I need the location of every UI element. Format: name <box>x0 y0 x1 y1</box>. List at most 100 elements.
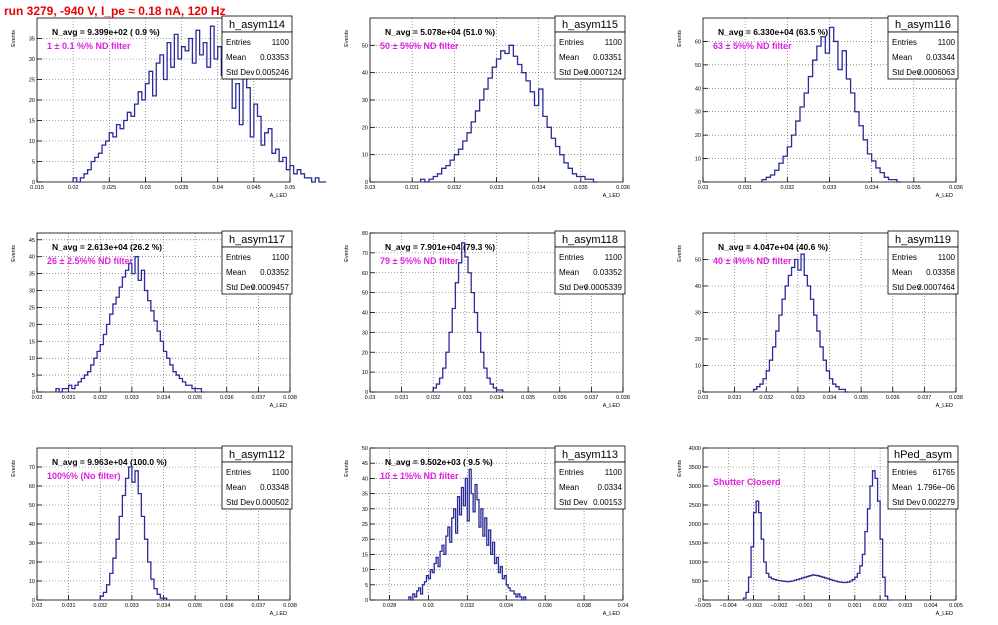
x-tick-label: 0.005 <box>949 603 963 609</box>
histogram-pad-h_asym112: 0.03 0.031 0.032 0.033 0.034 0.035 0.036 0.037 0… <box>11 445 297 617</box>
y-tick-label: 20 <box>362 537 368 543</box>
x-tick-label: 0.034 <box>490 395 504 401</box>
x-tick-label: 0.001 <box>848 603 862 609</box>
x-tick-label: 0.032 <box>780 185 794 191</box>
y-tick-label: 20 <box>695 133 701 139</box>
x-tick-label: 0.033 <box>823 185 837 191</box>
y-tick-label: 30 <box>695 110 701 116</box>
y-tick-label: 25 <box>362 522 368 528</box>
x-axis-title: A_LED <box>603 193 620 199</box>
y-tick-label: 0 <box>32 180 35 186</box>
x-tick-label: 0 <box>828 603 831 609</box>
y-axis-title: Events <box>11 30 17 47</box>
y-tick-label: 15 <box>29 119 35 125</box>
x-tick-label: 0.02 <box>68 185 79 191</box>
stats-label-mean: Mean <box>892 53 912 62</box>
y-tick-label: 20 <box>362 125 368 131</box>
x-tick-label: 0.037 <box>251 603 265 609</box>
stats-label-mean: Mean <box>559 483 579 492</box>
x-tick-label: 0.035 <box>907 185 921 191</box>
histogram-line-h_asym114 <box>72 25 327 183</box>
x-tick-label: 0.032 <box>447 185 461 191</box>
x-tick-label: 0.035 <box>854 395 868 401</box>
y-tick-label: 1500 <box>689 541 701 547</box>
y-tick-label: 10 <box>362 153 368 159</box>
histogram-pad-h_asym119: 0.03 0.031 0.032 0.033 0.034 0.035 0.036 0.037 0… <box>677 230 963 409</box>
histogram-pad-h_asym117: 0.03 0.031 0.032 0.033 0.034 0.035 0.036 0.037 0… <box>11 230 297 409</box>
y-axis-title: Events <box>677 30 683 47</box>
navg-label: N_avg = 9.399e+02 ( 0.9 %) <box>52 27 160 37</box>
x-tick-label: 0.032 <box>426 395 440 401</box>
y-tick-label: 40 <box>362 476 368 482</box>
x-tick-label: 0.035 <box>188 603 202 609</box>
x-tick-label: 0.036 <box>538 603 552 609</box>
x-tick-label: 0.034 <box>157 395 171 401</box>
y-axis-title: Events <box>677 460 683 477</box>
x-tick-label: 0.03 <box>140 185 151 191</box>
x-tick-label: 0.035 <box>521 395 535 401</box>
histogram-pad-hPed_asym: −0.005 −0.004 −0.003 −0.002 −0.001 0 0.001 0.00… <box>677 445 963 617</box>
y-tick-label: 0 <box>698 180 701 186</box>
y-tick-label: 70 <box>29 465 35 471</box>
stats-value-std_dev: 0.0007464 <box>917 283 955 292</box>
x-tick-label: 0.038 <box>283 603 297 609</box>
y-axis-title: Events <box>11 245 17 262</box>
y-tick-label: 10 <box>29 579 35 585</box>
y-tick-label: 10 <box>29 356 35 362</box>
stats-label-mean: Mean <box>559 53 579 62</box>
navg-label: N_avg = 9.963e+04 (100.0 %) <box>52 457 167 467</box>
x-tick-label: 0.036 <box>220 395 234 401</box>
x-tick-label: 0.033 <box>125 603 139 609</box>
x-tick-label: −0.002 <box>770 603 787 609</box>
stats-title: h_asym114 <box>229 19 285 31</box>
stats-value-mean: 0.03352 <box>593 268 622 277</box>
stats-value-mean: 0.03352 <box>260 268 289 277</box>
y-tick-label: 35 <box>29 272 35 278</box>
histogram-line-hPed_asym <box>742 470 891 601</box>
y-tick-label: 40 <box>362 71 368 77</box>
y-tick-label: 35 <box>362 492 368 498</box>
stats-box <box>887 461 959 510</box>
y-tick-label: 20 <box>362 350 368 356</box>
x-tick-label: 0.002 <box>873 603 887 609</box>
stats-value-mean: 0.03353 <box>260 53 289 62</box>
y-tick-label: 10 <box>695 364 701 370</box>
stats-label-std_dev: Std Dev <box>226 498 254 507</box>
stats-value-std_dev: 0.000502 <box>256 498 290 507</box>
y-tick-label: 5 <box>32 373 35 379</box>
x-tick-label: 0.05 <box>285 185 296 191</box>
y-tick-label: 10 <box>362 370 368 376</box>
stats-value-mean: 0.03351 <box>593 53 622 62</box>
navg-label: N_avg = 6.330e+04 (63.5 %) <box>718 27 828 37</box>
stats-label-mean: Mean <box>892 483 912 492</box>
stats-label-entries: Entries <box>226 253 251 262</box>
histogram-pad-h_asym113: 0.028 0.03 0.032 0.034 0.036 0.038 0.04 0 5 10 15 2… <box>344 445 628 617</box>
y-tick-label: 60 <box>695 39 701 45</box>
y-tick-label: 50 <box>29 503 35 509</box>
stats-value-mean: 0.03344 <box>926 53 955 62</box>
stats-value-entries: 61765 <box>933 468 956 477</box>
stats-label-std_dev: Std Dev <box>892 283 920 292</box>
stats-label-std_dev: Std Dev <box>226 68 254 77</box>
navg-label: N_avg = 7.901e+04 (79.3 %) <box>385 242 495 252</box>
stats-value-entries: 1100 <box>272 38 290 47</box>
navg-label: N_avg = 9.502e+03 ( 9.5 %) <box>385 457 493 467</box>
stats-value-entries: 1100 <box>938 253 956 262</box>
stats-box <box>554 31 626 80</box>
filter-label: 26 ± 2.5%% ND filter <box>47 256 133 266</box>
y-tick-label: 40 <box>29 522 35 528</box>
stats-value-entries: 1100 <box>272 468 290 477</box>
histogram-line-h_asym116 <box>761 26 902 183</box>
y-tick-label: 0 <box>32 598 35 604</box>
y-tick-label: 50 <box>362 446 368 452</box>
stats-label-std_dev: Std Dev <box>559 498 587 507</box>
y-tick-label: 40 <box>362 311 368 317</box>
y-tick-label: 10 <box>29 139 35 145</box>
x-tick-label: 0.032 <box>759 395 773 401</box>
x-tick-label: 0.034 <box>823 395 837 401</box>
navg-label: N_avg = 2.613e+04 (26.2 %) <box>52 242 162 252</box>
y-tick-label: 30 <box>29 289 35 295</box>
navg-label: N_avg = 5.078e+04 (51.0 %) <box>385 27 495 37</box>
x-tick-label: 0.031 <box>738 185 752 191</box>
